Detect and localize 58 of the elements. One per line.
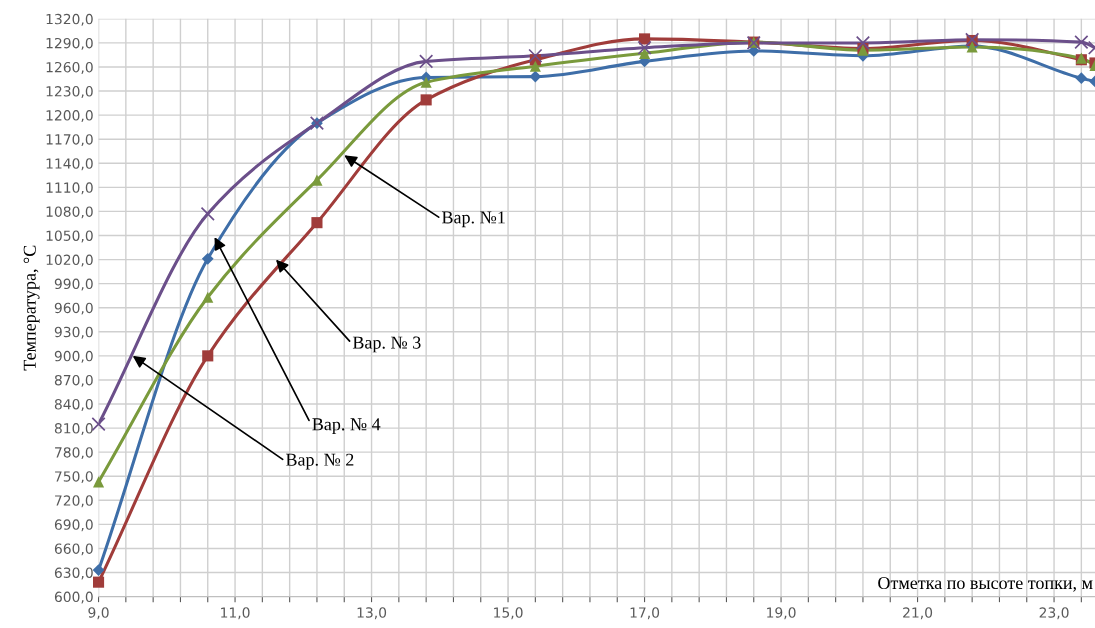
point bbox=[528, 48, 543, 63]
y-tick-label: 780,0 bbox=[55, 447, 93, 460]
point bbox=[311, 217, 323, 229]
y-tick-label: 1230,0 bbox=[46, 86, 93, 98]
point bbox=[92, 576, 105, 588]
x-axis-title: Отметка по высоте топки, м bbox=[878, 576, 1093, 592]
y-tick-label: 960,0 bbox=[54, 302, 93, 315]
y-tick-label: 1140,0 bbox=[46, 158, 93, 171]
point bbox=[420, 94, 432, 106]
point bbox=[419, 54, 434, 69]
y-axis-title: Температура, °C bbox=[23, 245, 40, 371]
y-tick-label: 630,0 bbox=[54, 567, 93, 580]
y-tick-label: 690,0 bbox=[54, 519, 93, 532]
x-tick-label: 17,0 bbox=[630, 607, 660, 620]
annotation: Вар. № 3 bbox=[352, 336, 421, 353]
y-tick-label: 750,0 bbox=[55, 471, 93, 484]
point bbox=[200, 206, 215, 221]
point bbox=[855, 35, 871, 50]
point bbox=[420, 76, 432, 88]
y-tick-label: 1290,0 bbox=[46, 37, 93, 50]
y-tick-label: 840,0 bbox=[54, 398, 93, 411]
annotation: Вар. № 2 bbox=[285, 453, 354, 470]
x-tick-label: 13,0 bbox=[357, 607, 387, 620]
point bbox=[529, 60, 541, 72]
annotation: Вар. №1 bbox=[441, 211, 505, 228]
y-tick-label: 660,0 bbox=[54, 543, 93, 556]
x-tick-label: 21,0 bbox=[903, 607, 933, 620]
y-tick-label: 1200,0 bbox=[46, 110, 93, 123]
y-tick-label: 1080,0 bbox=[46, 206, 93, 219]
y-tick-label: 1050,0 bbox=[46, 230, 93, 243]
y-tick-label: 1110,0 bbox=[46, 182, 93, 195]
y-tick-label: 1170,0 bbox=[46, 134, 93, 147]
y-tick-label: 720,0 bbox=[55, 495, 93, 508]
x-tick-label: 9,0 bbox=[88, 607, 109, 620]
x-tick-label: 19,0 bbox=[767, 607, 796, 620]
x-tick-label: 15,0 bbox=[494, 607, 523, 620]
point bbox=[91, 416, 106, 432]
y-tick-label: 900,0 bbox=[54, 350, 93, 363]
point bbox=[1075, 72, 1088, 85]
y-tick-label: 1020,0 bbox=[46, 254, 93, 267]
point bbox=[637, 40, 652, 55]
x-tick-label: 11,0 bbox=[221, 607, 250, 620]
y-tick-label: 990,0 bbox=[54, 278, 93, 291]
y-tick-label: 930,0 bbox=[54, 326, 93, 339]
point bbox=[202, 291, 214, 303]
y-tick-label: 870,0 bbox=[54, 374, 93, 387]
point bbox=[92, 476, 105, 488]
annotation: Вар. № 4 bbox=[312, 418, 381, 435]
point bbox=[202, 350, 214, 362]
y-tick-label: 600,0 bbox=[54, 591, 93, 604]
point bbox=[1074, 35, 1089, 50]
y-tick-label: 1320,0 bbox=[46, 13, 93, 26]
point bbox=[638, 33, 651, 45]
point bbox=[201, 252, 214, 265]
point bbox=[92, 564, 105, 577]
x-tick-label: 23,0 bbox=[1039, 607, 1069, 620]
y-tick-label: 1260,0 bbox=[46, 61, 93, 74]
y-tick-label: 810,0 bbox=[54, 423, 93, 435]
